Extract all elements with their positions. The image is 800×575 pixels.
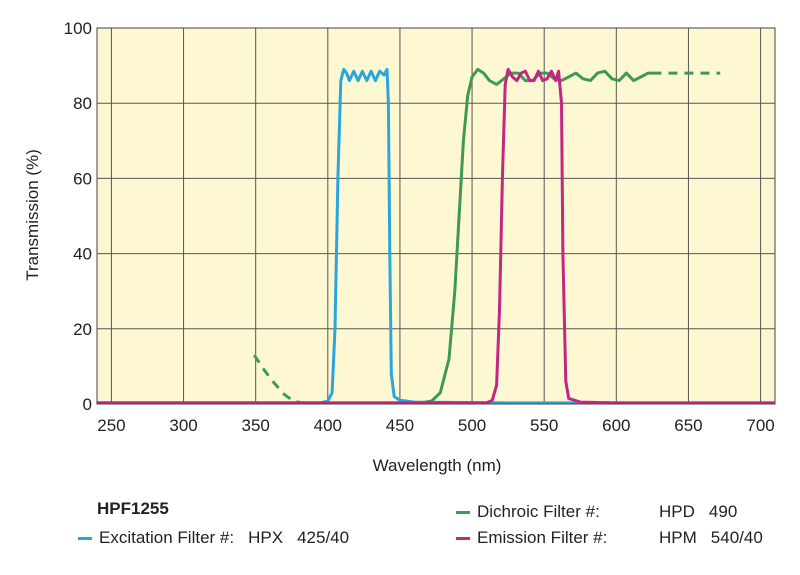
x-tick-label: 650 (674, 416, 702, 435)
legend-label: Dichroic Filter #: (477, 502, 600, 521)
transmission-chart: 250 300 350 400 450 500 550 600 650 700 0 20 40 60 80… (23, 19, 776, 475)
dichroic-swatch (456, 510, 470, 514)
legend-item-dichroic: Dichroic Filter #: HPD 490 (456, 502, 737, 522)
y-tick-label: 0 (83, 395, 92, 414)
excitation-swatch (78, 536, 92, 540)
legend-code: HPX (248, 528, 284, 547)
y-tick-label: 60 (73, 169, 92, 188)
emission-swatch (456, 536, 470, 540)
y-tick-labels: 0 20 40 60 80 100 (64, 19, 92, 414)
legend-item-excitation: Excitation Filter #: HPX 425/40 (78, 528, 349, 548)
x-tick-label: 300 (169, 416, 197, 435)
x-tick-labels: 250 300 350 400 450 500 550 600 650 700 (97, 416, 775, 435)
series-line-0 (97, 67, 775, 405)
series-line-4 (97, 67, 775, 405)
plot-frame (96, 27, 776, 405)
series-lines (97, 67, 775, 405)
legend-label: Emission Filter #: (477, 528, 608, 547)
legend-value: 425/40 (297, 528, 350, 547)
y-tick-label: 80 (73, 94, 92, 113)
legend-code: HPD (659, 502, 695, 521)
y-tick-label: 40 (73, 245, 92, 264)
legend-code: HPM (659, 528, 697, 547)
y-axis-label: Transmission (%) (23, 149, 42, 281)
legend-value: 490 (708, 502, 738, 521)
x-tick-label: 550 (530, 416, 558, 435)
legend-label: Excitation Filter #: (99, 528, 235, 547)
x-tick-label: 500 (458, 416, 486, 435)
y-tick-label: 20 (73, 320, 92, 339)
x-tick-label: 600 (602, 416, 630, 435)
legend-item-emission: Emission Filter #: HPM 540/40 (456, 528, 763, 548)
legend-value: 540/40 (710, 528, 763, 547)
plot-background (97, 28, 775, 404)
x-tick-label: 250 (97, 416, 125, 435)
y-tick-label: 100 (64, 19, 92, 38)
x-axis-label: Wavelength (nm) (373, 456, 502, 475)
legend-product-name: HPF1255 (97, 499, 169, 518)
x-tick-label: 350 (241, 416, 269, 435)
x-tick-label: 400 (314, 416, 342, 435)
x-tick-label: 450 (386, 416, 414, 435)
x-tick-label: 700 (746, 416, 774, 435)
